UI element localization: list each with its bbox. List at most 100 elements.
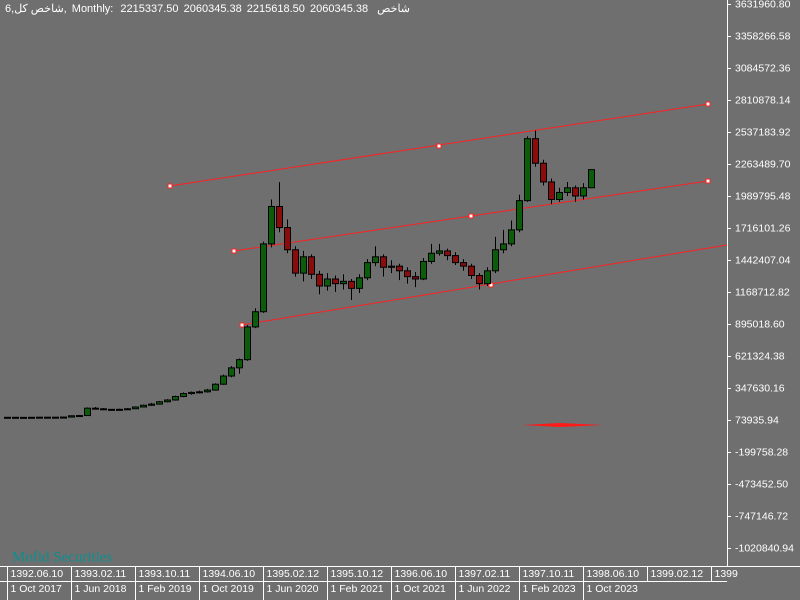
candle-body [508, 229, 515, 245]
y-tick-label: 1716101.26 [735, 222, 791, 234]
candle-body [492, 249, 499, 272]
candle-body [348, 280, 355, 289]
candle-body [44, 416, 51, 419]
candle-body [228, 367, 235, 377]
candle-body [540, 162, 547, 183]
candle-body [572, 187, 579, 197]
candle-body [100, 408, 107, 411]
candle-body [164, 399, 171, 403]
x-tick-label: 1392.06.10 [11, 568, 64, 580]
candle-body [300, 256, 307, 274]
candle-body [388, 265, 395, 268]
candle-body [132, 406, 139, 410]
candle-body [420, 260, 427, 280]
candle-body [452, 255, 459, 264]
y-tick-label: 895018.60 [735, 318, 785, 330]
candle-body [36, 416, 43, 419]
candle-body [364, 262, 371, 279]
candle-body [140, 404, 147, 408]
candle-body [476, 274, 483, 285]
y-tick-label: -199758.28 [735, 446, 788, 458]
y-tick-label: 621324.38 [735, 350, 785, 362]
candle-body [532, 138, 539, 164]
candle-body [588, 169, 595, 189]
anchors [167, 101, 711, 328]
candle-body [156, 401, 163, 405]
candle-body [500, 243, 507, 251]
candle-body [356, 277, 363, 289]
anchor [705, 101, 711, 107]
candle-body [204, 389, 211, 393]
candle-body [196, 391, 203, 394]
candle-body [116, 408, 123, 411]
y-tick-label: 1168712.82 [735, 286, 790, 298]
candle-body [268, 205, 275, 245]
period: Monthly: [72, 3, 114, 15]
candle-body [148, 403, 155, 406]
x-tick-label: 1394.06.10 [203, 568, 256, 580]
candle-body [372, 256, 379, 264]
x-tick-label: 1396.06.10 [395, 568, 448, 580]
candle-body [252, 311, 259, 328]
x-tick-label: 1395.02.12 [267, 568, 320, 580]
y-tick-label: 2537183.92 [735, 126, 791, 138]
x-tick-label: 1398.06.10 [587, 568, 640, 580]
candle-body [292, 249, 299, 274]
y-tick-label: 1989795.48 [735, 190, 791, 202]
candle-body [308, 256, 315, 275]
candle-body [180, 393, 187, 397]
x-tick-label: 1397.10.11 [523, 568, 575, 580]
candle-body [52, 416, 59, 419]
candle-body [84, 407, 91, 417]
anchor [468, 213, 474, 219]
y-tick-label: 3084572.36 [735, 62, 791, 74]
candle-body [76, 415, 83, 418]
candle-body [20, 416, 27, 419]
candle-body [172, 395, 179, 401]
candle-body [340, 280, 347, 285]
anchor [436, 143, 442, 149]
ohlc-high: 2060345.38 [184, 3, 242, 15]
candle-body [220, 375, 227, 385]
ohlc-low: 2215618.50 [247, 3, 305, 15]
candle-body [412, 276, 419, 280]
x-tick-label: 1 Feb 2021 [331, 583, 384, 595]
x-tick-label: 1 Feb 2019 [139, 583, 192, 595]
x-tick-label: 1 Jun 2022 [459, 583, 511, 595]
x-tick-label: 1 Feb 2023 [523, 583, 576, 595]
drawn-object [522, 423, 603, 427]
candle-body [92, 407, 99, 410]
candle-body [12, 416, 19, 419]
x-tick-label: 1 Oct 2019 [203, 583, 255, 595]
candle-body [60, 416, 67, 419]
y-tick-label: 1442407.04 [735, 254, 791, 266]
candle-body [212, 383, 219, 391]
candle-body [524, 138, 531, 202]
anchor [167, 183, 173, 189]
candle-body [468, 265, 475, 276]
candle-body [548, 181, 555, 200]
candle-body [284, 227, 291, 251]
x-tick-label: 1393.10.11 [139, 568, 191, 580]
symbol: 6,شاخص کل, [5, 3, 67, 15]
x-tick-label: 1399.02.12 [651, 568, 704, 580]
candle-body [428, 252, 435, 262]
x-tick-label: 1395.10.12 [331, 568, 384, 580]
candle-body [260, 243, 267, 313]
x-tick-label: 1 Jun 2018 [75, 583, 127, 595]
candles [4, 130, 595, 419]
y-tick-label: -473452.50 [735, 478, 788, 490]
x-tick-label: 1 Jun 2020 [267, 583, 319, 595]
y-tick-label: 347630.16 [735, 382, 785, 394]
x-tick-label: 1393.02.11 [75, 568, 127, 580]
candle-body [68, 415, 75, 418]
candle-body [380, 256, 387, 268]
candle-body [580, 187, 587, 197]
candle-body [444, 250, 451, 257]
x-tick-label: 1 Oct 2023 [587, 583, 639, 595]
y-tick-label: 73935.94 [735, 414, 779, 426]
anchor [231, 248, 237, 254]
candle-body [124, 408, 131, 411]
